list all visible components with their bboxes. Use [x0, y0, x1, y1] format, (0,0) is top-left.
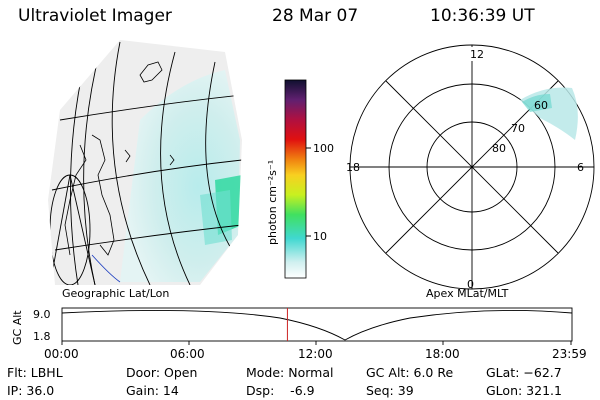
lat-label-60: 60 [534, 99, 548, 112]
colorbar: 100 10 photon cm⁻²s⁻¹ [266, 79, 334, 279]
mlt-label-6: 6 [577, 161, 584, 174]
info-seq: Seq: 39 [366, 383, 414, 398]
colorbar-label: photon cm⁻²s⁻¹ [266, 160, 279, 245]
timeline-x-tick-0000: 00:00 [44, 347, 79, 361]
timeline-y-tick-bottom: 1.8 [33, 330, 51, 343]
info-dsp: Dsp: -6.9 [246, 383, 315, 398]
mlt-label-12: 12 [470, 48, 484, 61]
timeline-y-label: GC Alt [11, 310, 24, 345]
coastlines [64, 61, 175, 256]
altitude-curve [61, 309, 573, 341]
timeline-y-tick-top: 9.0 [33, 308, 51, 321]
timeline-ticks [61, 341, 572, 345]
mlt-label-18: 18 [346, 161, 360, 174]
lat-label-80: 80 [492, 142, 506, 155]
time-label: 10:36:39 UT [430, 6, 535, 26]
map-label: Geographic Lat/Lon [62, 287, 169, 300]
info-filter: Flt: LBHL [7, 365, 63, 380]
instrument-title: Ultraviolet Imager [18, 6, 172, 26]
timeline-x-tick-2359: 23:59 [552, 347, 587, 361]
info-gain: Gain: 14 [126, 383, 179, 398]
info-glat: GLat: −62.7 [486, 365, 562, 380]
polar-plot: 12 0 18 6 60 70 80 Apex MLat/MLT [346, 44, 595, 300]
label-bg-12 [468, 47, 482, 61]
geographic-map: Geographic Lat/Lon [48, 40, 242, 300]
polar-emission-core [522, 94, 552, 112]
info-glon: GLon: 321.1 [486, 383, 562, 398]
timeline-x-tick-1200: 12:00 [298, 347, 333, 361]
colorbar-tick-label-10: 10 [313, 230, 327, 243]
info-ip: IP: 36.0 [7, 383, 55, 398]
timeline-x-tick-0600: 06:00 [170, 347, 205, 361]
timeline-x-tick-1800: 18:00 [425, 347, 460, 361]
emission-band [200, 190, 232, 245]
timeline-frame [61, 307, 573, 342]
polar-label: Apex MLat/MLT [426, 287, 509, 300]
info-mode: Mode: Normal [246, 365, 334, 380]
altitude-timeline: GC Alt 9.0 1.8 00:00 06:00 12:00 18:00 2… [11, 307, 587, 361]
terminator-line [91, 254, 121, 283]
lat-lon-grid [49, 41, 242, 285]
date-label: 28 Mar 07 [272, 6, 359, 26]
colorbar-gradient [284, 79, 307, 279]
mlt-label-0: 0 [467, 278, 474, 291]
info-gc-alt: GC Alt: 6.0 Re [366, 365, 454, 380]
lat-label-70: 70 [511, 122, 525, 135]
info-door: Door: Open [126, 365, 198, 380]
colorbar-tick-label-100: 100 [313, 142, 334, 155]
